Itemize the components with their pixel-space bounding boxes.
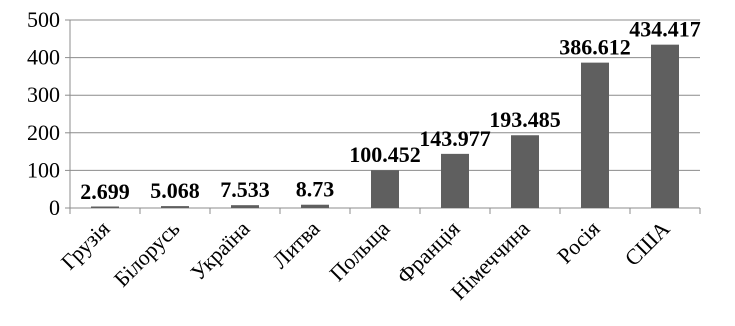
y-tick-label: 100 [27,157,60,182]
category-label: Білорусь [109,216,185,292]
bar [651,44,679,208]
category-label: Литва [267,216,325,274]
data-label: 2.699 [80,179,130,204]
y-tick-label: 0 [49,195,60,220]
data-label: 386.612 [559,35,631,60]
y-tick-label: 300 [27,82,60,107]
data-label: 100.452 [349,142,421,167]
bar [441,153,469,208]
category-label: США [620,216,675,271]
bar [301,204,329,208]
y-tick-label: 500 [27,7,60,32]
bar [371,170,399,208]
data-label: 5.068 [150,178,200,203]
y-tick-label: 200 [27,120,60,145]
data-label: 143.977 [419,126,491,151]
category-label: Росія [552,216,604,268]
category-label: Польща [324,216,394,286]
bar [581,62,609,209]
bars [91,44,679,209]
category-label: Україна [185,216,254,285]
data-label: 7.533 [220,177,270,202]
y-axis-tick-labels: 0 100 200 300 400 500 [27,7,60,220]
bar [91,206,119,208]
bar [231,205,259,208]
bar [161,206,189,208]
data-label: 8.73 [296,177,335,202]
y-tick-label: 400 [27,45,60,70]
category-label: Грузія [56,216,115,275]
data-label: 193.485 [489,107,561,132]
data-labels: 2.699 5.068 7.533 8.73 100.452143.977193.485… [80,17,701,204]
bar [511,135,539,208]
data-label: 434.417 [629,17,701,42]
